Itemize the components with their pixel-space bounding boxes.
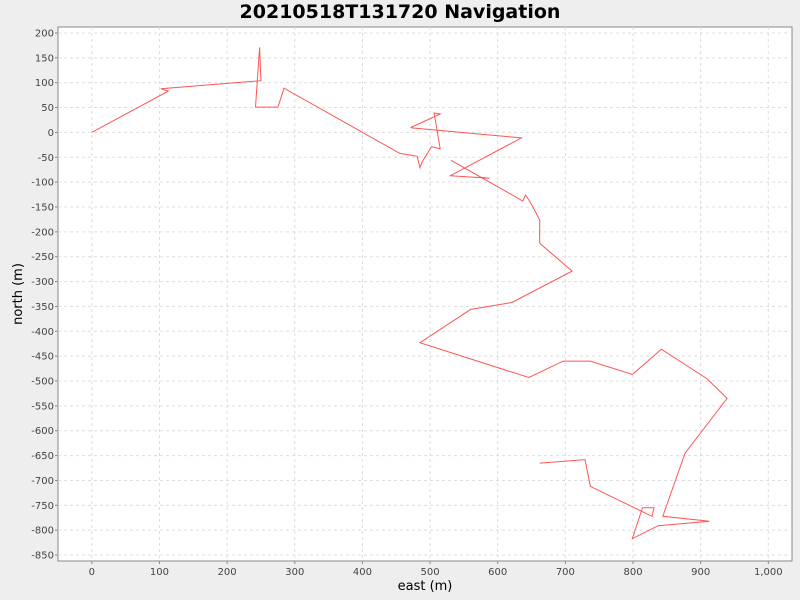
plot-area [57,26,793,562]
x-tick-label: 100 [150,567,169,578]
y-tick-label: -450 [31,352,54,363]
y-tick-label: -550 [31,401,54,412]
x-tick-label: 200 [218,567,237,578]
x-tick-label: 1,000 [754,567,783,578]
y-tick-label: -100 [31,178,54,189]
grid [58,27,792,561]
y-tick-label: -700 [31,476,54,487]
y-tick-label: -400 [31,327,54,338]
y-tick-label: -500 [31,377,54,388]
y-tick-label: -300 [31,277,54,288]
x-tick-label: 900 [691,567,710,578]
x-axis-label: east (m) [398,579,453,594]
y-tick-label: 150 [35,53,54,64]
y-axis-label: north (m) [11,263,26,325]
x-tick-label: 700 [556,567,575,578]
x-tick-label: 300 [285,567,304,578]
x-tick-label: 800 [623,567,642,578]
x-tick-label: 600 [488,567,507,578]
y-tick-label: -200 [31,227,54,238]
y-tick-label: -800 [31,526,54,537]
navigation-track-line [91,47,728,540]
y-tick-label: -850 [31,551,54,562]
y-tick-label: -350 [31,302,54,313]
y-tick-label: 50 [41,103,54,114]
y-axis-ticks: 200 150 100 50 0 -50 -100 -150 -200 -250 -300 -350 -… [31,28,58,562]
y-tick-label: -250 [31,252,54,263]
chart-title: 20210518T131720 Navigation [239,1,561,23]
y-tick-label: -650 [31,451,54,462]
y-tick-label: 0 [48,128,54,139]
y-tick-label: -750 [31,501,54,512]
x-tick-label: 0 [89,567,95,578]
y-tick-label: -600 [31,426,54,437]
y-tick-label: -50 [38,153,54,164]
y-tick-label: 200 [35,28,54,39]
x-axis-ticks: 0 100 200 300 400 500 600 700 800 900 1,000 [89,561,783,578]
x-tick-label: 400 [353,567,372,578]
x-tick-label: 500 [421,567,440,578]
y-tick-label: 100 [35,78,54,89]
y-tick-label: -150 [31,202,54,213]
